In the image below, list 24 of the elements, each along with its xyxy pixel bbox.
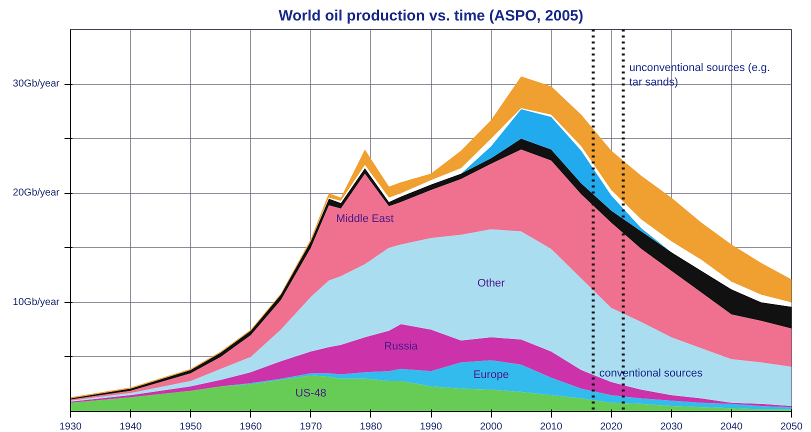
x-tick-label: 2030 (660, 422, 683, 432)
x-tick-label: 2050 (780, 422, 804, 432)
y-tick-label: 10Gb/year (12, 296, 60, 308)
series-label: US-48 (295, 387, 326, 400)
x-tick-label: 1990 (420, 422, 443, 432)
series-label: Other (477, 277, 506, 290)
x-tick-label: 1930 (59, 422, 82, 432)
series-label: Middle East (336, 212, 394, 225)
x-tick-label: 2040 (720, 422, 743, 432)
y-tick-label: 30Gb/year (12, 78, 60, 90)
series-label: Europe (473, 368, 509, 381)
x-tick-label: 1960 (240, 422, 262, 432)
x-tick-label: 1940 (119, 422, 142, 432)
series-label: Russia (384, 340, 419, 353)
x-tick-label: 2010 (540, 422, 563, 432)
y-tick-label: 20Gb/year (12, 188, 60, 199)
x-tick-label: 2000 (480, 422, 503, 432)
ref-line-label: conventional sources (599, 367, 704, 380)
ref-line-label: unconventional sources (e.g. tar sands) (629, 62, 770, 89)
chart-title: World oil production vs. time (ASPO, 2005) (278, 8, 584, 24)
x-tick-label: 2020 (600, 422, 623, 432)
x-tick-label: 1970 (300, 422, 322, 432)
x-tick-label: 1980 (360, 422, 382, 432)
x-tick-label: 1950 (180, 422, 202, 432)
